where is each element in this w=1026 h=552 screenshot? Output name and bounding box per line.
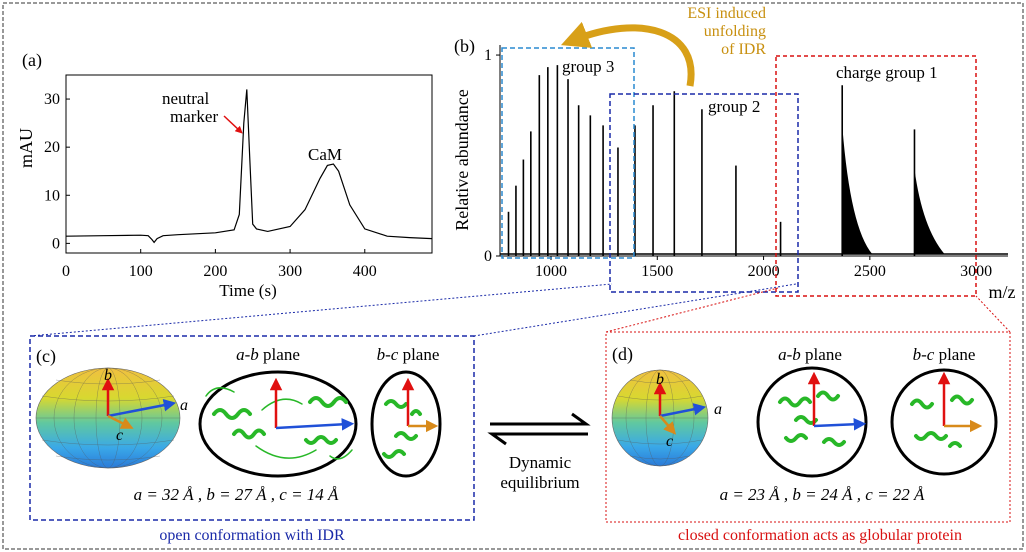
panel-b-ylabel: Relative abundance (452, 89, 472, 230)
a-xtick-label: 0 (62, 263, 70, 280)
panel-d: (d) b a c a-b plane b-c plane a = 23 Å ,… (605, 331, 1011, 544)
panel-a-yticks: 0 10 20 30 (44, 91, 70, 252)
panel-d-caption: closed conformation acts as globular pro… (678, 527, 962, 544)
esi-label-2: unfolding (704, 23, 766, 40)
group3-box (501, 47, 635, 259)
connector-blue-left (29, 283, 613, 337)
d-ab-protein (778, 390, 846, 447)
panel-a-label: (a) (22, 50, 42, 71)
c-ab-protein (205, 387, 353, 460)
panel-b: (b) Relative abundance m/z 1000 1500 2000 2… (452, 5, 1016, 302)
panel-b-yticks: 01 (484, 47, 500, 265)
c-bc-ellipse (370, 370, 442, 478)
a-xtick-label: 100 (129, 263, 153, 280)
panel-d-box (605, 331, 1011, 523)
b-xtick-label: 2500 (854, 263, 886, 280)
c-axis-b-label: b (104, 367, 112, 384)
spectrum-peak-tail (914, 169, 945, 254)
b-xtick-label: 2000 (748, 263, 780, 280)
d-axis-a-arrow (659, 403, 707, 418)
panel-b-label: (b) (454, 36, 475, 57)
c-axis-c-label: c (116, 427, 123, 444)
d-bc-protein (910, 394, 974, 448)
d-axis-c-arrow (659, 415, 677, 435)
a-xtick-label: 200 (203, 263, 227, 280)
panel-b-xlabel: m/z (989, 282, 1016, 302)
d-ab-plane-title: a-b plane (778, 345, 842, 364)
panel-a-xticks: 0 100 200 300 400 (62, 249, 377, 280)
group2-box (609, 93, 799, 293)
electropherogram-trace (65, 89, 433, 244)
esi-label-3: of IDR (721, 41, 766, 58)
a-ytick-label: 20 (44, 139, 60, 156)
panel-a-axes (65, 74, 433, 254)
a-ytick-label: 10 (44, 187, 60, 204)
c-bc-protein (382, 399, 422, 459)
panel-a: (a) mAU Time (s) 0 100 200 300 400 0 10 20 30 n… (16, 50, 433, 300)
panel-a-ylabel: mAU (16, 128, 36, 168)
d-axis-a-label: a (714, 401, 722, 418)
b-xtick-label: 1000 (535, 263, 567, 280)
esi-label-1: ESI induced (687, 5, 766, 22)
group1-box (775, 55, 977, 297)
equilibrium-label-1: Dynamic (509, 453, 572, 472)
c-axis-a-arrow (107, 399, 177, 418)
group1-label: charge group 1 (836, 63, 938, 82)
mass-spectrum-peaks (500, 65, 1008, 256)
c-axis-a-label: a (180, 397, 188, 414)
c-axis-c-arrow (107, 414, 134, 429)
neutral-marker-label-2: marker (170, 107, 218, 126)
c-ab-ellipse (198, 370, 358, 478)
equilibrium-label-2: equilibrium (500, 473, 579, 492)
b-ytick-label: 0 (484, 248, 492, 265)
d-bc-plane-title: b-c plane (913, 345, 976, 364)
c-bc-plane-title: b-c plane (377, 345, 440, 364)
b-ytick-label: 1 (484, 47, 492, 64)
connector-red-right (975, 295, 1011, 333)
panel-c: (c) b a c a-b plane b-c plane a = 32 Å ,… (29, 335, 475, 544)
spectrum-peak-tail (842, 125, 873, 254)
connector-red-left (605, 287, 779, 333)
equilibrium-arrows (487, 412, 591, 446)
d-ab-a-arrow (813, 418, 867, 431)
cam-label: CaM (308, 145, 342, 164)
d-axis-b-label: b (656, 371, 664, 388)
b-xtick-label: 1500 (641, 263, 673, 280)
panel-d-label: (d) (612, 344, 633, 365)
d-bc-circle (890, 368, 998, 476)
panel-c-dims: a = 32 Å , b = 27 Å , c = 14 Å (134, 485, 339, 504)
neutral-marker-label: neutral (162, 89, 209, 108)
a-xtick-label: 300 (278, 263, 302, 280)
d-axis-c-label: c (666, 433, 673, 450)
panel-a-xlabel: Time (s) (219, 281, 276, 300)
a-xtick-label: 400 (353, 263, 377, 280)
group2-label: group 2 (708, 97, 760, 116)
panel-c-box (29, 335, 475, 521)
a-ytick-label: 30 (44, 91, 60, 108)
panel-d-dims: a = 23 Å , b = 24 Å , c = 22 Å (720, 485, 925, 504)
esi-curved-arrow (560, 21, 695, 87)
panel-c-label: (c) (36, 346, 56, 367)
c-ab-a-arrow (275, 418, 355, 431)
panel-b-xticks: 1000 1500 2000 2500 3000 (535, 256, 992, 280)
c-ab-plane-title: a-b plane (236, 345, 300, 364)
panel-c-caption: open conformation with IDR (159, 527, 345, 544)
neutral-marker-arrow (223, 115, 243, 134)
a-ytick-label: 0 (52, 235, 60, 252)
group3-label: group 3 (562, 57, 614, 76)
